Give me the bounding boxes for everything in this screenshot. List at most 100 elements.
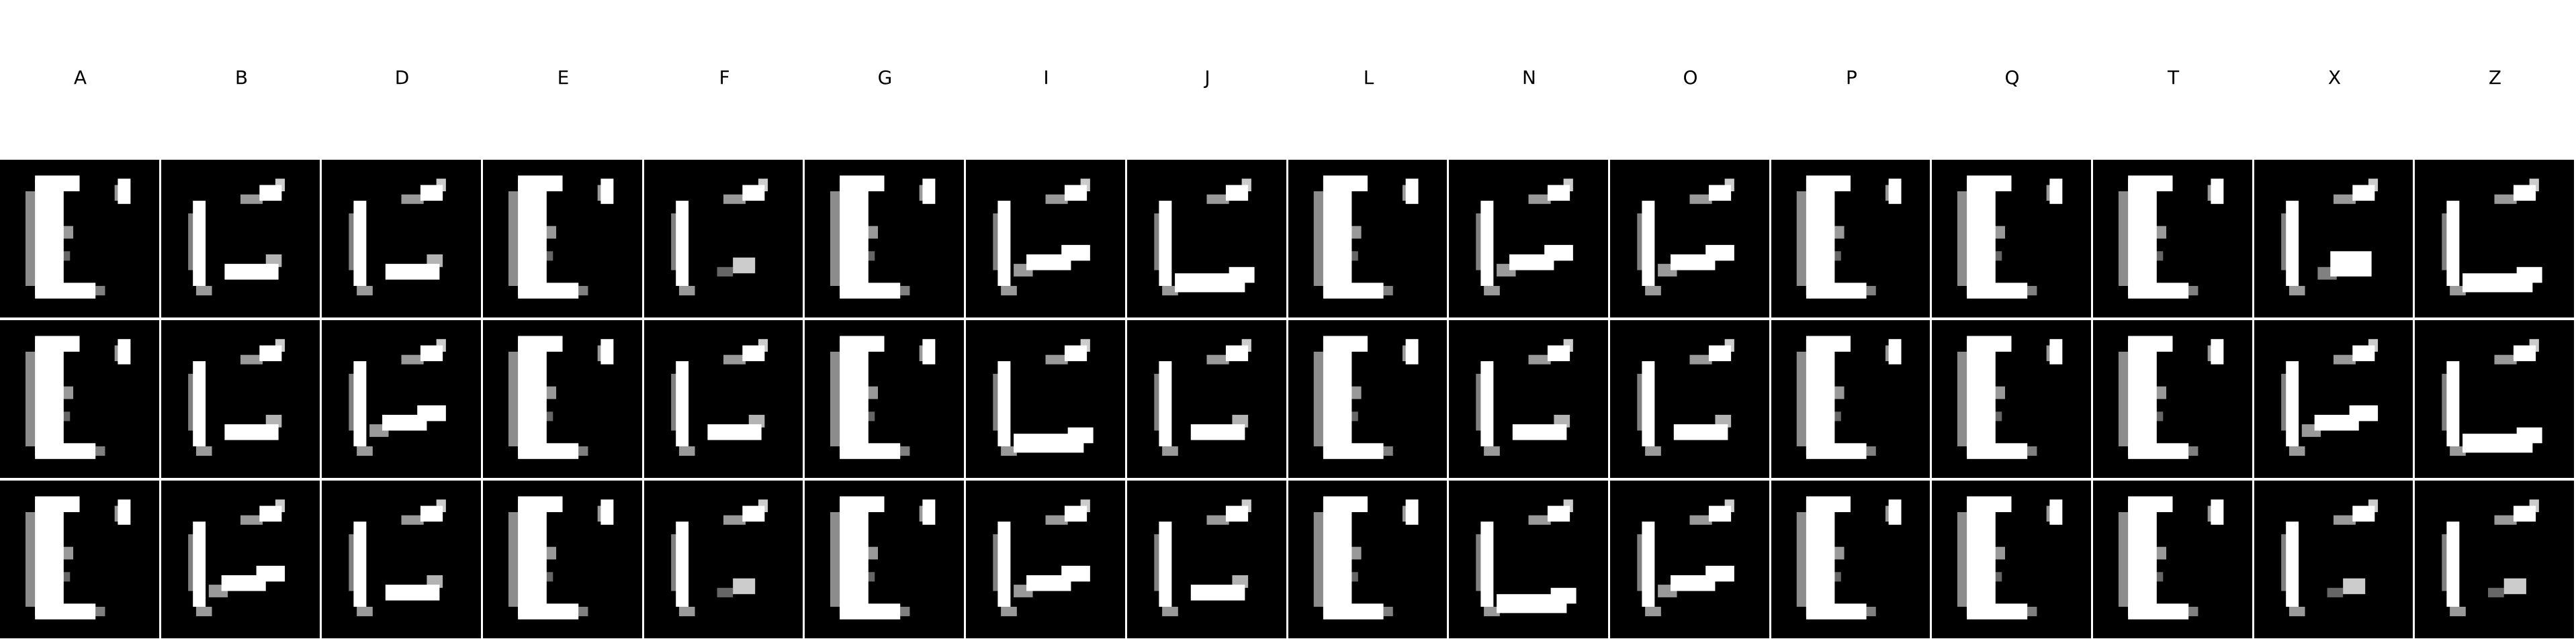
column-label-q: Q [2004,66,2020,89]
e-shape-glyph [25,336,131,459]
bars-glyph [1476,339,1573,456]
sample-image [2415,160,2574,317]
sample-image [1449,160,1608,317]
sample-image [161,481,320,638]
bars-glyph [671,339,768,456]
sample-image [2093,160,2252,317]
bars-glyph [1637,179,1734,296]
column-label-n: N [1522,66,1536,89]
sample-image [483,160,642,317]
e-shape-glyph [830,496,936,620]
sample-image [1127,160,1286,317]
sample-image [1771,481,1930,638]
sample-image [161,160,320,317]
column-label-e: E [557,66,570,89]
sample-image [2093,320,2252,478]
bars-glyph [2281,339,2379,456]
e-shape-glyph [2118,175,2224,299]
sample-image [1610,481,1769,638]
sample-image [1288,320,1447,478]
e-shape-glyph [1313,496,1419,620]
sample-image [805,160,964,317]
sample-image [966,320,1125,478]
bars-glyph [2281,499,2379,617]
e-shape-glyph [830,336,936,459]
e-shape-glyph [508,336,614,459]
e-shape-glyph [1796,175,1902,299]
sample-image [1610,160,1769,317]
sample-image [1288,160,1447,317]
column-label-g: G [877,66,893,89]
bars-glyph [1637,499,1734,617]
e-shape-glyph [1796,336,1902,459]
sample-image [1932,160,2091,317]
sample-image [1288,481,1447,638]
column-label-i: I [1043,66,1049,89]
sample-image [1771,160,1930,317]
sample-image [1127,481,1286,638]
bars-glyph [2442,339,2542,456]
sample-image [483,481,642,638]
sample-image [966,160,1125,317]
sample-image [1771,320,1930,478]
sample-image [966,481,1125,638]
e-shape-glyph [508,496,614,620]
sample-image [644,160,803,317]
e-shape-glyph [25,496,131,620]
column-label-a: A [73,66,87,89]
bars-glyph [2442,179,2542,296]
sample-image [1127,320,1286,478]
sample-image [161,320,320,478]
sample-grid [0,160,2576,641]
sample-image [2254,160,2413,317]
bars-glyph [671,499,768,617]
sample-image [1932,320,2091,478]
e-shape-glyph [1957,496,2063,620]
bars-glyph [993,339,1094,456]
sample-image [644,481,803,638]
sample-image [322,160,481,317]
sample-image [1449,481,1608,638]
bars-glyph [349,339,446,456]
sample-image [1610,320,1769,478]
bars-glyph [1154,179,1255,296]
bars-glyph [2281,179,2379,296]
e-shape-glyph [2118,496,2224,620]
column-label-f: F [719,66,730,89]
sample-image [644,320,803,478]
bars-glyph [993,499,1090,617]
sample-image [1932,481,2091,638]
e-shape-glyph [1957,175,2063,299]
column-label-z: Z [2488,66,2502,89]
bars-glyph [1154,499,1251,617]
sample-image [0,320,159,478]
e-shape-glyph [1796,496,1902,620]
bars-glyph [1154,339,1251,456]
sample-image [2415,320,2574,478]
column-label-x: X [2327,66,2342,89]
column-label-p: P [1846,66,1857,89]
sample-image [0,160,159,317]
column-label-l: L [1363,66,1374,89]
bars-glyph [349,499,446,617]
sample-image [805,320,964,478]
column-label-t: T [2167,66,2180,89]
bars-glyph [188,179,285,296]
sample-image [483,320,642,478]
e-shape-glyph [830,175,936,299]
bars-glyph [188,499,285,617]
e-shape-glyph [1957,336,2063,459]
bars-glyph [1637,339,1734,456]
e-shape-glyph [25,175,131,299]
column-label-d: D [394,66,410,89]
column-label-b: B [234,66,249,89]
sample-image [322,481,481,638]
bars-glyph [188,339,285,456]
sample-image [0,481,159,638]
e-shape-glyph [1313,175,1419,299]
e-shape-glyph [2118,336,2224,459]
e-shape-glyph [1313,336,1419,459]
sample-image [2093,481,2252,638]
sample-image [322,320,481,478]
